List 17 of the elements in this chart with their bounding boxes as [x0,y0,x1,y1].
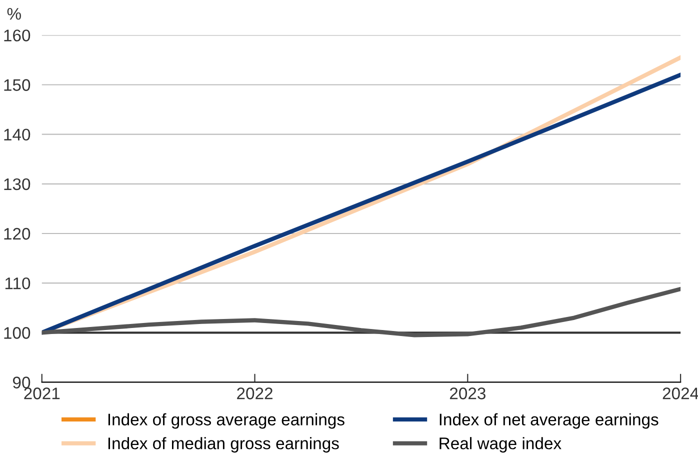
x-tick-label: 2022 [237,388,272,400]
legend-label: Index of median gross earnings [108,437,339,453]
x-tick-label: 2023 [450,388,486,400]
y-tick-label: 150 [4,79,30,91]
y-tick-label: 120 [4,228,30,240]
legend-label: Index of gross average earnings [108,413,344,429]
legend-label: Real wage index [440,437,562,453]
y-tick-label: 110 [5,277,30,290]
y-axis-title: % [7,8,21,20]
y-tick-label: 160 [4,30,30,42]
y-tick-label: 130 [4,178,30,190]
y-tick-label: 100 [4,327,30,339]
legend-label: Index of net average earnings [440,413,658,429]
y-tick-label: 90 [13,376,30,388]
y-tick-label: 140 [4,128,30,141]
line-series [42,286,681,338]
x-tick-label: 2021 [24,388,60,400]
